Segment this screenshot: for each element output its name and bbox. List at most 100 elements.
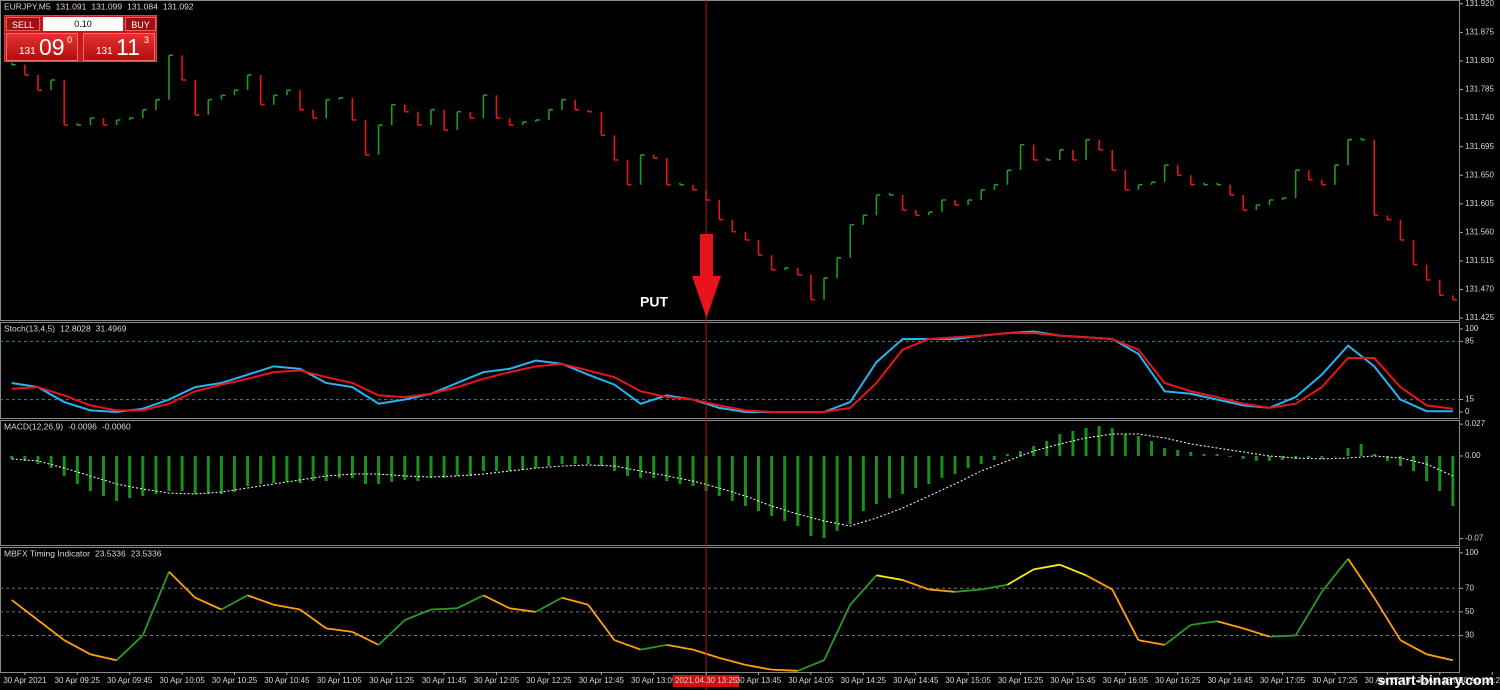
mbfx-segment: [928, 588, 956, 593]
mbfx-segment: [1373, 597, 1402, 641]
macd-bar: [1202, 453, 1206, 457]
macd-bar: [1425, 456, 1429, 482]
one-click-trading: SELL 0.10 BUY 131 09 0 131 11 3: [4, 15, 157, 62]
mbfx-segment: [587, 604, 616, 641]
price-bar: [377, 124, 383, 155]
macd-bar: [861, 456, 865, 512]
price-bar: [430, 109, 436, 126]
x-tick-label: 30 Apr 12:25: [526, 676, 572, 685]
x-tick-label: 30 Apr 17:25: [1312, 676, 1358, 685]
price-bar: [1059, 149, 1064, 160]
x-tick-label: 30 Apr 12:05: [474, 676, 520, 685]
price-bar: [220, 94, 226, 100]
macd-bar: [232, 456, 236, 493]
y-tick-label: 131.470: [1465, 285, 1494, 294]
mbfx-segment: [535, 596, 563, 613]
y-tick-label: 131.875: [1465, 27, 1494, 36]
mbfx-segment: [876, 574, 903, 581]
price-bar: [1386, 215, 1392, 221]
price-bar: [1072, 149, 1077, 161]
macd-bar: [665, 456, 669, 482]
price-bar: [351, 97, 357, 121]
price-bar: [508, 118, 514, 126]
mbfx-segment: [1269, 634, 1296, 638]
macd-bar: [1032, 445, 1036, 457]
price-bar: [495, 95, 501, 119]
macd-bar: [442, 456, 446, 478]
macd-bar: [770, 456, 774, 516]
price-bar: [770, 255, 776, 271]
price-bar: [1452, 295, 1457, 301]
macd-bar: [534, 456, 538, 469]
y-tick-label: 131.740: [1465, 113, 1494, 122]
lot-field[interactable]: 0.10: [43, 17, 123, 31]
macd-bar: [62, 456, 66, 476]
y-tick-label: -0.07: [1465, 534, 1484, 543]
macd-bar: [1241, 456, 1245, 459]
buy-button[interactable]: BUY: [125, 17, 156, 31]
macd-bar: [246, 456, 250, 486]
price-bar: [718, 200, 724, 221]
mbfx-segment: [168, 571, 196, 599]
price-bar: [1268, 199, 1274, 206]
macd-bar: [743, 456, 747, 507]
y-tick-label: 30: [1465, 631, 1474, 640]
macd-bar: [481, 456, 485, 471]
bid-box[interactable]: 131 09 0: [6, 33, 78, 61]
mbfx-segment: [1085, 574, 1113, 591]
x-tick-label: 30 Apr 16:45: [1207, 676, 1253, 685]
x-tick-label: 30 Apr 16:05: [1103, 676, 1149, 685]
macd-bar: [783, 456, 787, 522]
macd-bar: [23, 456, 27, 461]
mbfx-segment: [1033, 563, 1060, 571]
price-bar: [63, 80, 69, 126]
price-bar: [810, 274, 815, 301]
ask-box[interactable]: 131 11 3: [83, 33, 155, 61]
price-bar: [888, 192, 894, 196]
mbfx-segment: [1190, 620, 1218, 626]
mbfx-segment: [614, 639, 641, 651]
price-bar: [1373, 139, 1379, 217]
x-tick-label: 30 Apr 14:45: [893, 676, 939, 685]
macd-bar: [1097, 426, 1101, 457]
macd-bar: [1084, 428, 1088, 457]
x-tick-label: 30 Apr 14:25: [841, 676, 887, 685]
macd-bar: [167, 456, 171, 492]
x-tick-label: 30 Apr 13:05: [631, 676, 677, 685]
watermark: smart-binary.com: [1377, 672, 1494, 688]
price-bar: [521, 121, 527, 126]
macd-bar: [1294, 456, 1298, 459]
price-bar: [679, 182, 684, 186]
readout-value: 131.092: [163, 1, 194, 11]
macd-bar: [1228, 456, 1232, 457]
mbfx-segment: [220, 594, 249, 611]
price-bar: [849, 223, 855, 258]
price-bar: [1176, 165, 1182, 177]
x-tick-label: 30 Apr 11:05: [317, 676, 362, 685]
price-bar: [901, 194, 907, 211]
mbfx-segment: [404, 608, 432, 621]
y-tick-label: 131.785: [1465, 85, 1494, 94]
macd-bar: [639, 456, 643, 478]
x-tick-label: 30 Apr 18:2: [1459, 676, 1500, 685]
price-bar: [128, 117, 134, 120]
x-tick-label: 30 Apr 17:45: [1365, 676, 1411, 685]
macd-bar: [429, 456, 433, 478]
macd-bar: [1071, 430, 1075, 457]
price-bar: [941, 199, 946, 213]
price-bar: [626, 160, 632, 186]
price-bar: [692, 184, 698, 191]
price-bar: [1203, 182, 1208, 186]
x-tick-label: 30 Apr 2021: [3, 676, 47, 685]
y-tick-label: 131.695: [1465, 142, 1494, 151]
x-tick-label: 30 Apr 18:05: [1417, 676, 1463, 685]
x-tick-label: 30 Apr 15:45: [1050, 676, 1096, 685]
price-bar: [1216, 182, 1222, 186]
macd-bar: [1320, 456, 1324, 459]
sell-button[interactable]: SELL: [6, 17, 40, 31]
mbfx-segment: [1347, 558, 1375, 599]
mbfx-segment: [141, 571, 170, 636]
price-bar: [1006, 169, 1012, 185]
